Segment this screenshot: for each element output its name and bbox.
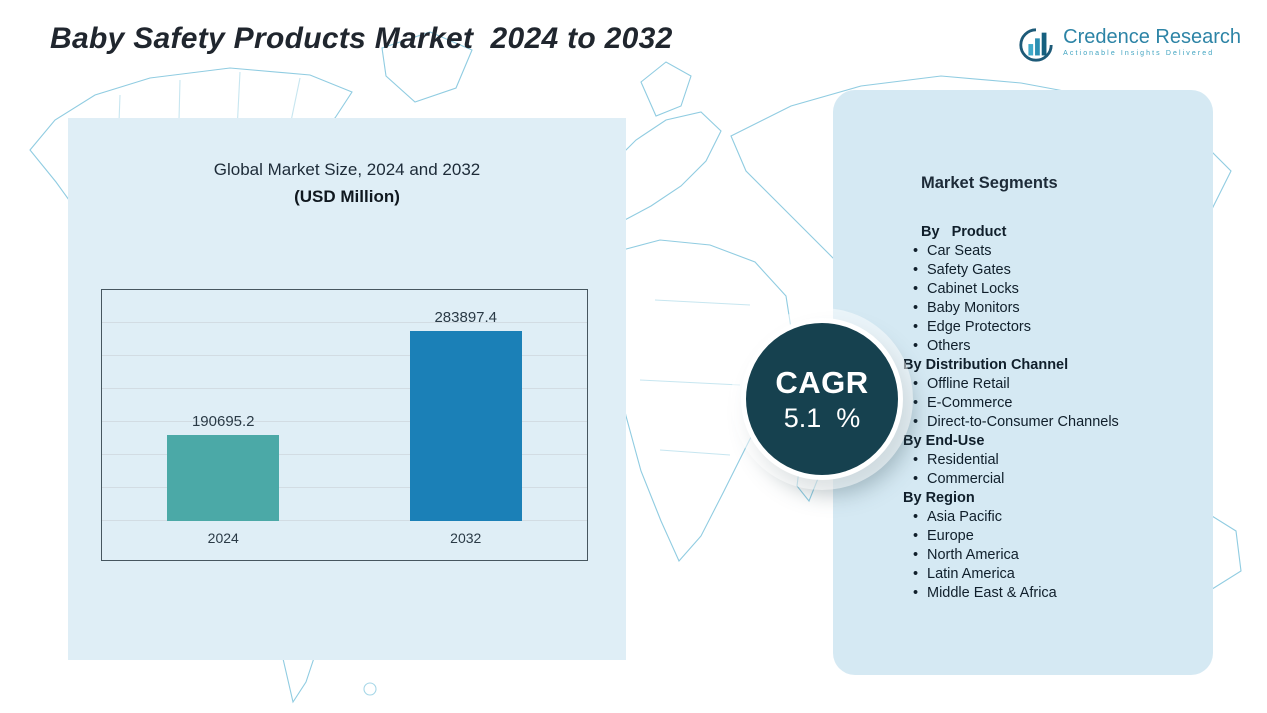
segment-item: • Latin America <box>903 565 1187 584</box>
bar-value-label: 283897.4 <box>434 309 498 326</box>
segment-item: • Edge Protectors <box>903 318 1187 337</box>
segment-item: • Europe <box>903 527 1187 546</box>
segment-item-label: Offline Retail <box>927 376 1010 392</box>
segment-item: • Residential <box>903 451 1187 470</box>
bar <box>409 331 522 521</box>
bullet-icon: • <box>913 566 919 582</box>
cagr-label: CAGR <box>775 364 869 400</box>
segment-item: • North America <box>903 546 1187 565</box>
segment-item-label: Others <box>927 338 971 354</box>
segments-heading: Market Segments <box>921 174 1058 192</box>
bar-series: 190695.2 2024 283897.4 2032 <box>102 290 587 546</box>
segment-group-label: By End-Use <box>903 433 985 449</box>
segment-item-label: Safety Gates <box>927 262 1011 278</box>
segment-item: • Middle East & Africa <box>903 584 1187 603</box>
segment-item: • Cabinet Locks <box>903 280 1187 299</box>
segment-item-label: E-Commerce <box>927 395 1013 411</box>
segment-item-label: North America <box>927 547 1019 563</box>
segment-item-label: Baby Monitors <box>927 300 1020 316</box>
segment-item-label: Latin America <box>927 566 1015 582</box>
bullet-icon: • <box>913 300 919 316</box>
segment-item-label: Middle East & Africa <box>927 585 1057 601</box>
bar-chart: 190695.2 2024 283897.4 2032 <box>101 289 588 561</box>
bullet-icon: • <box>913 395 919 411</box>
logo-tagline: Actionable Insights Delivered <box>1063 50 1215 57</box>
bullet-icon: • <box>913 338 919 354</box>
segment-item-label: Cabinet Locks <box>927 281 1019 297</box>
bullet-icon: • <box>913 547 919 563</box>
market-size-panel: Global Market Size, 2024 and 2032 (USD M… <box>68 118 626 660</box>
bar-group-2024: 190695.2 2024 <box>167 290 280 546</box>
segment-item-label: Asia Pacific <box>927 509 1002 525</box>
bullet-icon: • <box>913 509 919 525</box>
bullet-icon: • <box>913 585 919 601</box>
segment-group-label: By Distribution Channel <box>903 357 1069 373</box>
bar <box>167 435 280 521</box>
credence-research-logo: Credence Research Actionable Insights De… <box>1017 26 1241 64</box>
segment-item: • E-Commerce <box>903 394 1187 413</box>
segment-item: • Others <box>903 337 1187 356</box>
logo-bar-chart-icon <box>1017 26 1055 64</box>
chart-title: Global Market Size, 2024 and 2032 <box>213 160 481 179</box>
cagr-value: 5.1 % <box>783 402 861 433</box>
bullet-icon: • <box>913 319 919 335</box>
segment-group-label: By Product <box>921 224 1007 240</box>
segment-item: • Asia Pacific <box>903 508 1187 527</box>
segment-item-label: Car Seats <box>927 243 992 259</box>
logo-name: Credence Research <box>1063 26 1241 48</box>
segment-item-label: Direct-to-Consumer Channels <box>927 414 1119 430</box>
bullet-icon: • <box>913 243 919 259</box>
chart-subtitle: (USD Million) <box>294 187 400 206</box>
segment-groups: By Product • Car Seats • Safety Gates • Cabine… <box>903 223 1187 603</box>
page-title: Baby Safety Products Market 2024 to 2032 <box>50 22 673 55</box>
bullet-icon: • <box>913 452 919 468</box>
cagr-badge: CAGR 5.1 % <box>741 318 903 480</box>
segment-item: • Safety Gates <box>903 261 1187 280</box>
segment-group-label: By Region <box>903 490 975 506</box>
bar-category-label: 2024 <box>207 530 239 546</box>
segment-item-label: Residential <box>927 452 999 468</box>
bullet-icon: • <box>913 281 919 297</box>
bullet-icon: • <box>913 414 919 430</box>
bar-category-label: 2032 <box>450 530 482 546</box>
segment-item: • Car Seats <box>903 242 1187 261</box>
bullet-icon: • <box>913 262 919 278</box>
bullet-icon: • <box>913 528 919 544</box>
bullet-icon: • <box>913 376 919 392</box>
bar-value-label: 190695.2 <box>191 413 255 430</box>
segment-item-label: Edge Protectors <box>927 319 1031 335</box>
bar-group-2032: 283897.4 2032 <box>409 290 522 546</box>
segment-item-label: Commercial <box>927 471 1005 487</box>
segment-item: • Commercial <box>903 470 1187 489</box>
segment-item: • Direct-to-Consumer Channels <box>903 413 1187 432</box>
segment-item-label: Europe <box>927 528 974 544</box>
segment-item: • Offline Retail <box>903 375 1187 394</box>
bullet-icon: • <box>913 471 919 487</box>
segment-item: • Baby Monitors <box>903 299 1187 318</box>
